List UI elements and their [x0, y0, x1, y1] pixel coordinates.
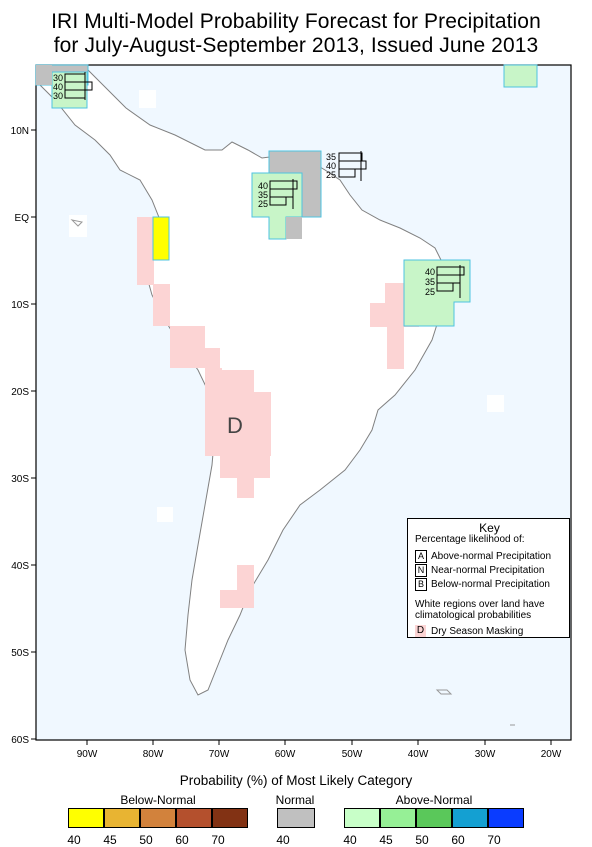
lon-label-40w: 40W [408, 749, 429, 760]
prob-nw-near: 40 [53, 82, 63, 92]
forecast-map: D 10N EQ 10S 20 [11, 64, 572, 760]
prob-n-near: 40 [326, 161, 336, 171]
lon-label-20w: 20W [541, 749, 562, 760]
key-row-below: B Below-normal Precipitation [415, 578, 550, 591]
prob-nw-below: 30 [53, 91, 63, 101]
lat-label-30s: 30S [11, 474, 29, 485]
key-letter-b: B [415, 578, 427, 591]
prob-box-amazon: 40 35 25 [258, 179, 298, 209]
lat-label-50s: 50S [11, 648, 29, 659]
swatch-above-45 [380, 808, 416, 828]
lat-label-60s: 60S [11, 735, 29, 746]
lon-labels: 90W 80W 70W 60W 50W 40W 30W 20W [77, 749, 562, 760]
key-dry-text: Dry Season Masking [431, 625, 524, 637]
prob-box-n: 35 40 25 [326, 151, 367, 181]
key-subtitle: Percentage likelihood of: [415, 534, 525, 545]
lat-label-10n: 10N [11, 126, 29, 137]
swatch-below-60 [176, 808, 212, 828]
prob-amazon-near: 35 [258, 190, 268, 200]
key-row-near: N Near-normal Precipitation [415, 564, 544, 577]
map-title-line1: IRI Multi-Model Probability Forecast for… [51, 10, 541, 33]
legend-above-title: Above-Normal [395, 793, 473, 807]
lon-label-60w: 60W [275, 749, 296, 760]
key-dry-row: D Dry Season Masking [415, 625, 523, 637]
swatch-below-50 [140, 808, 176, 828]
tick-below-70: 70 [211, 833, 225, 847]
lat-label-40s: 40S [11, 561, 29, 572]
swatch-above-70 [488, 808, 524, 828]
gray-patch-amazon [286, 217, 302, 239]
key-letter-a: A [415, 550, 427, 563]
prob-box-ne: 40 35 25 [425, 265, 465, 298]
legend-below-title: Below-Normal [120, 793, 196, 807]
tick-above-70: 70 [487, 833, 501, 847]
lat-label-eq: EQ [15, 213, 30, 224]
tick-below-40: 40 [67, 833, 81, 847]
lon-ticks [86, 740, 552, 745]
lon-label-50w: 50W [342, 749, 363, 760]
swatch-above-60 [452, 808, 488, 828]
tick-above-60: 60 [451, 833, 465, 847]
lon-label-90w: 90W [77, 749, 98, 760]
swatch-above-50 [416, 808, 452, 828]
lat-labels: 10N EQ 10S 20S 30S 40S 50S 60S [11, 126, 30, 746]
swatch-normal-40 [277, 808, 315, 828]
prob-n-below: 25 [326, 170, 336, 180]
gray-patch-nw [36, 65, 52, 85]
key-text-above: Above-normal Precipitation [431, 551, 552, 562]
prob-amazon-above: 40 [258, 181, 268, 191]
swatch-below-40 [68, 808, 104, 828]
key-dry-letter: D [415, 625, 426, 637]
lon-label-70w: 70W [209, 749, 230, 760]
swatch-above-40 [344, 808, 380, 828]
lon-label-30w: 30W [475, 749, 496, 760]
map-title-line2: for July-August-September 2013, Issued J… [53, 34, 539, 57]
legend-normal-title: Normal [275, 793, 315, 807]
prob-ne-near: 35 [425, 277, 435, 287]
below-normal-region [152, 216, 170, 261]
tick-above-45: 45 [379, 833, 393, 847]
key-title: Key [479, 521, 500, 535]
key-letter-n: N [415, 564, 427, 577]
lat-label-20s: 20S [11, 387, 29, 398]
key-row-above: A Above-normal Precipitation [415, 550, 551, 563]
prob-ne-below: 25 [425, 287, 435, 297]
island-outlines [70, 219, 515, 726]
tick-below-50: 50 [139, 833, 153, 847]
swatch-below-70 [212, 808, 248, 828]
legend-key: Key Percentage likelihood of: A Above-no… [407, 518, 570, 638]
lat-label-10s: 10S [11, 300, 29, 311]
key-text-below: Below-normal Precipitation [431, 579, 550, 590]
tick-above-50: 50 [415, 833, 429, 847]
key-note: White regions over land have climatologi… [415, 599, 545, 621]
lon-label-80w: 80W [143, 749, 164, 760]
legend-title: Probability (%) of Most Likely Category [179, 773, 413, 788]
prob-nw-above: 30 [53, 73, 63, 83]
key-text-near: Near-normal Precipitation [431, 565, 545, 576]
tick-normal-40: 40 [276, 833, 290, 847]
tick-above-40: 40 [343, 833, 357, 847]
tick-below-60: 60 [175, 833, 189, 847]
above-normal-regions [51, 64, 538, 327]
prob-ne-above: 40 [425, 267, 435, 277]
dry-season-label: D [227, 413, 243, 438]
prob-n-above: 35 [326, 152, 336, 162]
prob-box-nw: 30 40 30 [53, 72, 93, 101]
lat-ticks [31, 129, 36, 740]
prob-amazon-below: 25 [258, 199, 268, 209]
swatch-below-45 [104, 808, 140, 828]
tick-below-45: 45 [103, 833, 117, 847]
